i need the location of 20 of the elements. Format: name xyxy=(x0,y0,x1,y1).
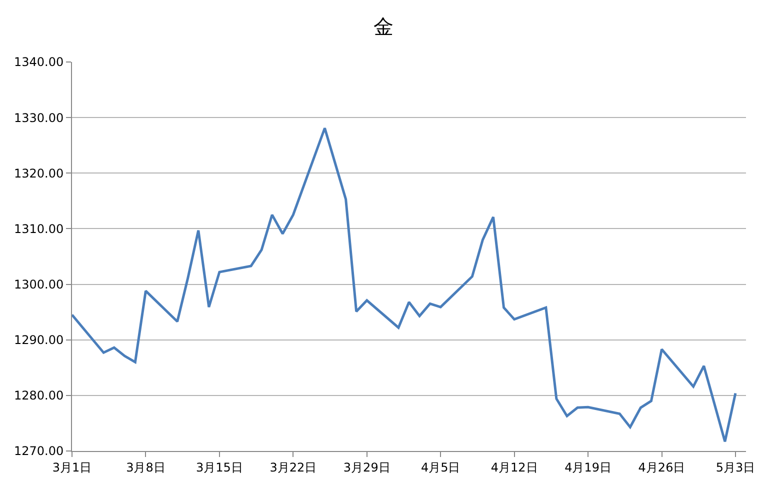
x-tick-label: 4月19日 xyxy=(564,460,612,474)
x-tick-label: 4月12日 xyxy=(490,460,538,474)
y-tick-label: 1310.00 xyxy=(14,222,64,236)
y-tick-label: 1290.00 xyxy=(14,333,64,348)
x-tick-label: 4月5日 xyxy=(420,460,460,474)
y-tick-label: 1300.00 xyxy=(14,277,64,292)
chart-title: 金 xyxy=(374,14,394,39)
x-tick-label: 3月15日 xyxy=(196,460,243,474)
x-tick-label: 4月26日 xyxy=(638,460,686,474)
y-tick-label: 1270.00 xyxy=(14,444,64,458)
x-tick-label: 3月1日 xyxy=(52,460,92,474)
line-series xyxy=(72,126,737,443)
x-tick-label: 3月22日 xyxy=(270,460,317,474)
y-tick-label: 1320.00 xyxy=(14,166,64,180)
x-tick-label: 5月3日 xyxy=(716,460,756,474)
y-tick-label: 1330.00 xyxy=(14,110,64,125)
x-tick-label: 3月29日 xyxy=(343,460,390,474)
y-tick-label: 1340.00 xyxy=(14,55,64,70)
x-tick-label: 3月8日 xyxy=(126,460,166,474)
y-tick-label: 1280.00 xyxy=(14,388,64,403)
